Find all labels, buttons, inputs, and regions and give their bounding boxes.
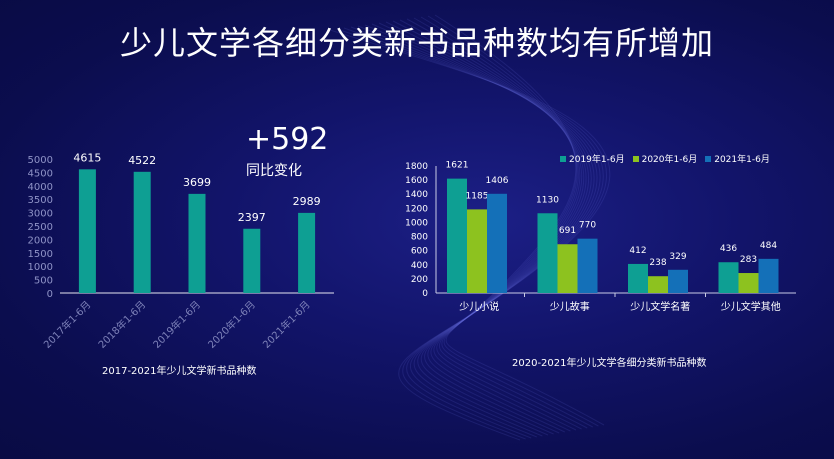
bar: [557, 244, 578, 293]
bar: [758, 258, 779, 293]
legend-label-2020: 2020年1-6月: [641, 155, 698, 165]
y-tick-label: 800: [411, 233, 428, 243]
data-label: 1406: [486, 176, 509, 186]
data-label: 4522: [128, 154, 156, 167]
y-tick-label: 400: [411, 261, 428, 271]
y-tick-label: 2500: [28, 222, 53, 233]
bar: [668, 269, 688, 293]
y-tick-label: 1600: [405, 176, 428, 186]
bar: [447, 178, 467, 293]
data-label: 484: [760, 241, 777, 251]
bar: [298, 212, 316, 293]
legend-item-2021: 2021年1-6月: [705, 152, 770, 165]
chart-subcategory-legend: 2019年1-6月 2020年1-6月 2021年1-6月: [560, 152, 770, 165]
y-tick-label: 0: [47, 289, 53, 300]
y-tick-label: 1000: [28, 262, 53, 273]
y-tick-label: 4500: [28, 168, 53, 179]
x-tick-label: 少儿小说: [459, 300, 499, 313]
y-tick-label: 2000: [28, 235, 53, 246]
page-title: 少儿文学各细分类新书品种数均有所增加: [119, 24, 714, 62]
change-value: +592: [246, 122, 329, 157]
bar: [78, 169, 96, 293]
data-label: 3699: [183, 176, 211, 189]
wave-line: [413, 17, 588, 429]
change-label: 同比变化: [246, 163, 302, 179]
wave-line: [427, 15, 599, 427]
legend-swatch-2020: [632, 155, 639, 162]
legend-item-2019: 2019年1-6月: [560, 152, 625, 165]
legend-label-2019: 2019年1-6月: [569, 155, 625, 165]
data-label: 1185: [466, 191, 489, 201]
bar: [648, 276, 668, 293]
y-tick-label: 600: [411, 247, 428, 257]
wave-line: [378, 22, 590, 434]
data-label: 436: [720, 244, 737, 254]
legend-item-2020: 2020年1-6月: [632, 152, 698, 165]
bar: [577, 238, 598, 293]
wave-line: [399, 19, 583, 431]
wave-line: [385, 21, 587, 433]
y-tick-label: 1200: [405, 204, 428, 214]
y-tick-label: 3500: [28, 195, 53, 206]
y-tick-label: 1000: [405, 218, 428, 228]
data-label: 1130: [536, 195, 559, 205]
bar: [133, 171, 151, 293]
bar: [718, 262, 739, 293]
x-tick-label: 少儿文学名著: [630, 300, 690, 313]
y-tick-label: 0: [422, 289, 428, 299]
bar: [188, 193, 206, 293]
y-tick-label: 3000: [28, 209, 53, 220]
data-label: 329: [669, 252, 686, 262]
bar: [243, 228, 261, 293]
data-label: 770: [579, 221, 596, 231]
y-tick-label: 4000: [28, 182, 53, 193]
data-label: 691: [559, 226, 576, 236]
bar: [738, 273, 759, 293]
wave-line: [420, 16, 594, 428]
x-tick-label: 少儿故事: [550, 300, 590, 313]
bar: [537, 213, 558, 293]
bar: [467, 209, 487, 293]
y-tick-label: 1500: [28, 249, 53, 260]
data-label: 4615: [73, 151, 101, 164]
wave-line: [434, 14, 605, 426]
chart-subcategory-caption: 2020-2021年少儿文学各细分类新书品种数: [512, 358, 707, 369]
y-tick-label: 200: [411, 275, 428, 285]
legend-swatch-2019: [560, 155, 566, 162]
y-tick-label: 500: [34, 276, 53, 287]
wave-line: [392, 20, 585, 432]
y-tick-label: 1800: [405, 162, 428, 172]
x-tick-label: 少儿文学其他: [721, 300, 781, 313]
data-label: 2397: [238, 211, 266, 224]
wave-line: [406, 18, 582, 430]
y-tick-label: 1400: [405, 190, 428, 200]
data-label: 283: [740, 255, 757, 265]
legend-swatch-2021: [705, 155, 712, 162]
bar: [628, 263, 648, 293]
legend-label-2021: 2021年1-6月: [714, 155, 770, 165]
y-tick-label: 5000: [28, 155, 53, 166]
chart-yearly-caption: 2017-2021年少儿文学新书品种数: [102, 366, 257, 377]
data-label: 2989: [293, 195, 321, 208]
bar: [487, 193, 507, 293]
data-label: 1621: [446, 161, 469, 171]
data-label: 238: [649, 258, 666, 268]
data-label: 412: [629, 246, 646, 256]
